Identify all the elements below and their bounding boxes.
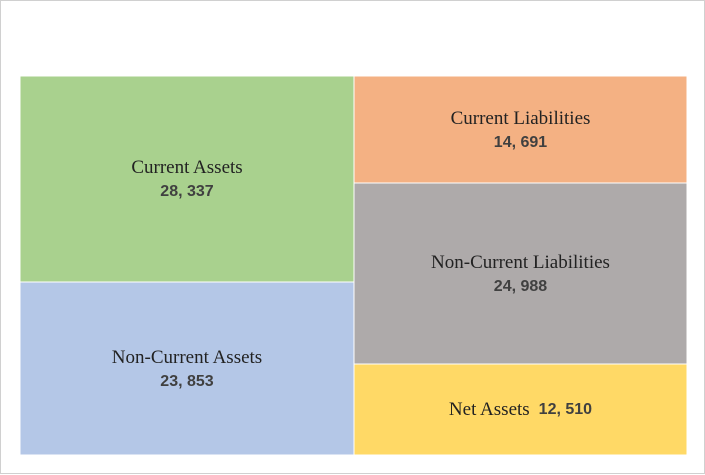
current-assets-label-group: Current Assets 28, 337 <box>20 76 354 282</box>
current-assets-block <box>19 75 355 283</box>
non-current-assets-value: 23, 853 <box>160 372 214 390</box>
current-liabilities-label-group: Current Liabilities 14, 691 <box>354 76 687 183</box>
net-assets-label: Net Assets <box>448 398 530 420</box>
net-assets-label-group: Net Assets 12, 510 <box>354 364 687 455</box>
current-assets-label: Current Assets <box>131 157 243 178</box>
current-liabilities-block <box>353 75 688 184</box>
non-current-assets-block <box>19 281 355 456</box>
non-current-liabilities-label: Non-Current Liabilities <box>431 251 610 273</box>
net-assets-value: 12, 510 <box>538 400 593 418</box>
net-assets-block <box>353 363 688 456</box>
non-current-liabilities-block <box>353 182 688 365</box>
non-current-liabilities-label-group: Non-Current Liabilities 24, 988 <box>354 183 687 364</box>
current-assets-value: 28, 337 <box>160 183 214 200</box>
current-liabilities-label: Current Liabilities <box>450 107 591 129</box>
non-current-assets-label-group: Non-Current Assets 23, 853 <box>20 282 354 455</box>
non-current-assets-label: Non-Current Assets <box>111 346 263 368</box>
current-liabilities-value: 14, 691 <box>493 133 548 151</box>
non-current-liabilities-value: 24, 988 <box>493 277 548 295</box>
